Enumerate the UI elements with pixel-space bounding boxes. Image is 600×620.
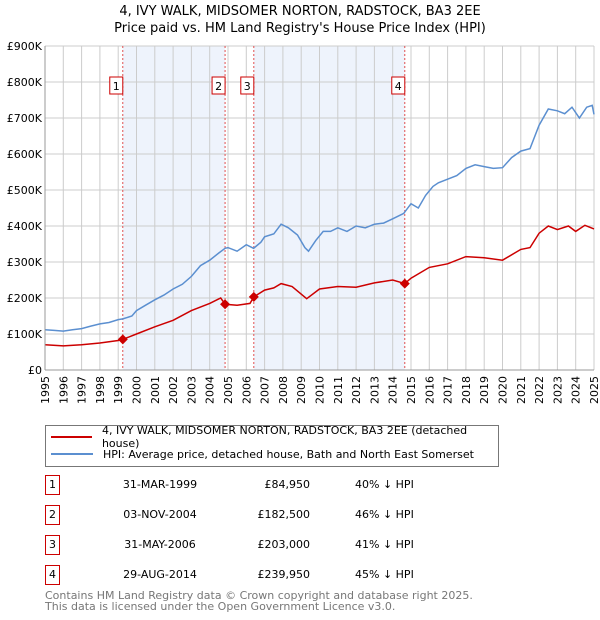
legend-label-hpi: HPI: Average price, detached house, Bath…	[103, 447, 474, 461]
y-tick-label: £400K	[7, 220, 43, 233]
x-tick-label: 2022	[533, 376, 546, 404]
sale-date: 29-AUG-2014	[123, 568, 197, 581]
x-tick-label: 2014	[387, 376, 400, 404]
sale-hpi-diff: 46% ↓ HPI	[355, 508, 414, 521]
y-tick-label: £700K	[7, 112, 43, 125]
chart-plot: 1995 1996 1997 1998 1999 2000 2001 2002 2003 2004…	[7, 40, 600, 404]
x-tick-label: 2007	[259, 376, 272, 404]
sale-label: 2	[215, 80, 222, 93]
y-tick-label: £600K	[7, 148, 43, 161]
sale-label: 3	[244, 80, 251, 93]
legend-item-hpi: HPI: Average price, detached house, Bath…	[46, 446, 474, 462]
sale-label-box	[211, 76, 226, 95]
x-tick-label: 1999	[112, 376, 125, 404]
x-tick-label: 2008	[277, 376, 290, 404]
sale-price: £203,000	[257, 538, 311, 551]
x-tick-label: 2013	[368, 376, 381, 404]
sale-hpi-diff: 45% ↓ HPI	[355, 568, 414, 581]
sale-date: 31-MAY-2006	[124, 538, 196, 551]
sale-marker-number: 4	[45, 565, 60, 585]
x-tick-label: 2023	[551, 376, 564, 404]
chart-title: 4, IVY WALK, MIDSOMER NORTON, RADSTOCK, …	[119, 4, 481, 19]
x-tick-label: 2001	[149, 376, 162, 404]
sale-date: 31-MAR-1999	[122, 478, 198, 491]
x-tick-label: 1998	[94, 376, 107, 404]
x-tick-label: 2018	[460, 376, 473, 404]
sale-label: 4	[395, 80, 402, 93]
sale-label-box	[109, 76, 124, 95]
sale-hpi-diff: 41% ↓ HPI	[355, 538, 414, 551]
sales-table-row: 2 03-NOV-2004 £182,500 46% ↓ HPI	[45, 505, 465, 525]
y-tick-label: £0	[28, 364, 42, 377]
y-tick-label: £100K	[7, 328, 43, 341]
y-tick-label: £900K	[7, 40, 43, 53]
chart-subtitle: Price paid vs. HM Land Registry's House …	[114, 21, 486, 36]
x-tick-label: 1996	[57, 376, 70, 404]
x-tick-label: 2009	[295, 376, 308, 404]
legend-swatch-hpi	[51, 453, 93, 455]
shaded-range	[122, 46, 226, 370]
footer-line-1: Contains HM Land Registry data © Crown c…	[45, 589, 473, 602]
x-tick-label: 2012	[350, 376, 363, 404]
x-tick-label: 2024	[570, 376, 583, 404]
footer-line-2: This data is licensed under the Open Gov…	[45, 600, 396, 613]
x-tick-label: 1995	[39, 376, 52, 404]
sale-point	[220, 299, 231, 310]
y-tick-label: £200K	[7, 292, 43, 305]
x-tick-label: 2003	[185, 376, 198, 404]
legend-item-property: 4, IVY WALK, MIDSOMER NORTON, RADSTOCK, …	[46, 424, 498, 450]
x-tick-label: 2019	[478, 376, 491, 404]
sale-label-box	[391, 76, 406, 95]
x-tick-label: 2025	[588, 376, 600, 404]
x-tick-label: 2016	[423, 376, 436, 404]
sale-point	[399, 278, 410, 289]
x-tick-label: 2015	[405, 376, 418, 404]
sale-price: £239,950	[257, 568, 311, 581]
legend-label-property: 4, IVY WALK, MIDSOMER NORTON, RADSTOCK, …	[101, 424, 468, 450]
sale-hpi-diff: 40% ↓ HPI	[355, 478, 414, 491]
sales-table-row: 3 31-MAY-2006 £203,000 41% ↓ HPI	[45, 535, 465, 555]
sale-marker-number: 1	[45, 475, 60, 495]
sale-marker-number: 2	[45, 505, 60, 525]
y-tick-label: £800K	[7, 76, 43, 89]
legend-swatch-property	[51, 436, 92, 438]
sales-table-row: 4 29-AUG-2014 £239,950 45% ↓ HPI	[45, 565, 465, 585]
sale-point	[248, 291, 259, 302]
sale-label-box	[240, 76, 255, 95]
x-tick-label: 2010	[314, 376, 327, 404]
x-tick-label: 2000	[131, 376, 144, 404]
x-tick-label: 1997	[76, 376, 89, 404]
sale-label: 1	[113, 80, 120, 93]
x-tick-label: 2021	[515, 376, 528, 404]
sale-date: 03-NOV-2004	[123, 508, 197, 521]
x-tick-label: 2011	[332, 376, 345, 404]
x-tick-label: 2017	[442, 376, 455, 404]
x-tick-label: 2006	[240, 376, 253, 404]
hpi-line	[44, 104, 595, 332]
legend: 4, IVY WALK, MIDSOMER NORTON, RADSTOCK, …	[45, 424, 499, 467]
sale-price: £84,950	[264, 478, 311, 491]
footer: Contains HM Land Registry data © Crown c…	[45, 590, 473, 612]
sale-price: £182,500	[257, 508, 311, 521]
x-tick-label: 2002	[167, 376, 180, 404]
y-tick-label: £500K	[7, 184, 43, 197]
shaded-range	[253, 46, 405, 370]
property-price-line	[44, 224, 595, 347]
sale-marker-number: 3	[45, 535, 60, 555]
x-tick-label: 2020	[497, 376, 510, 404]
sale-point	[117, 334, 128, 345]
x-tick-label: 2004	[204, 376, 217, 404]
x-tick-label: 2005	[222, 376, 235, 404]
y-tick-label: £300K	[7, 256, 43, 269]
sales-table-row: 1 31-MAR-1999 £84,950 40% ↓ HPI	[45, 475, 465, 495]
